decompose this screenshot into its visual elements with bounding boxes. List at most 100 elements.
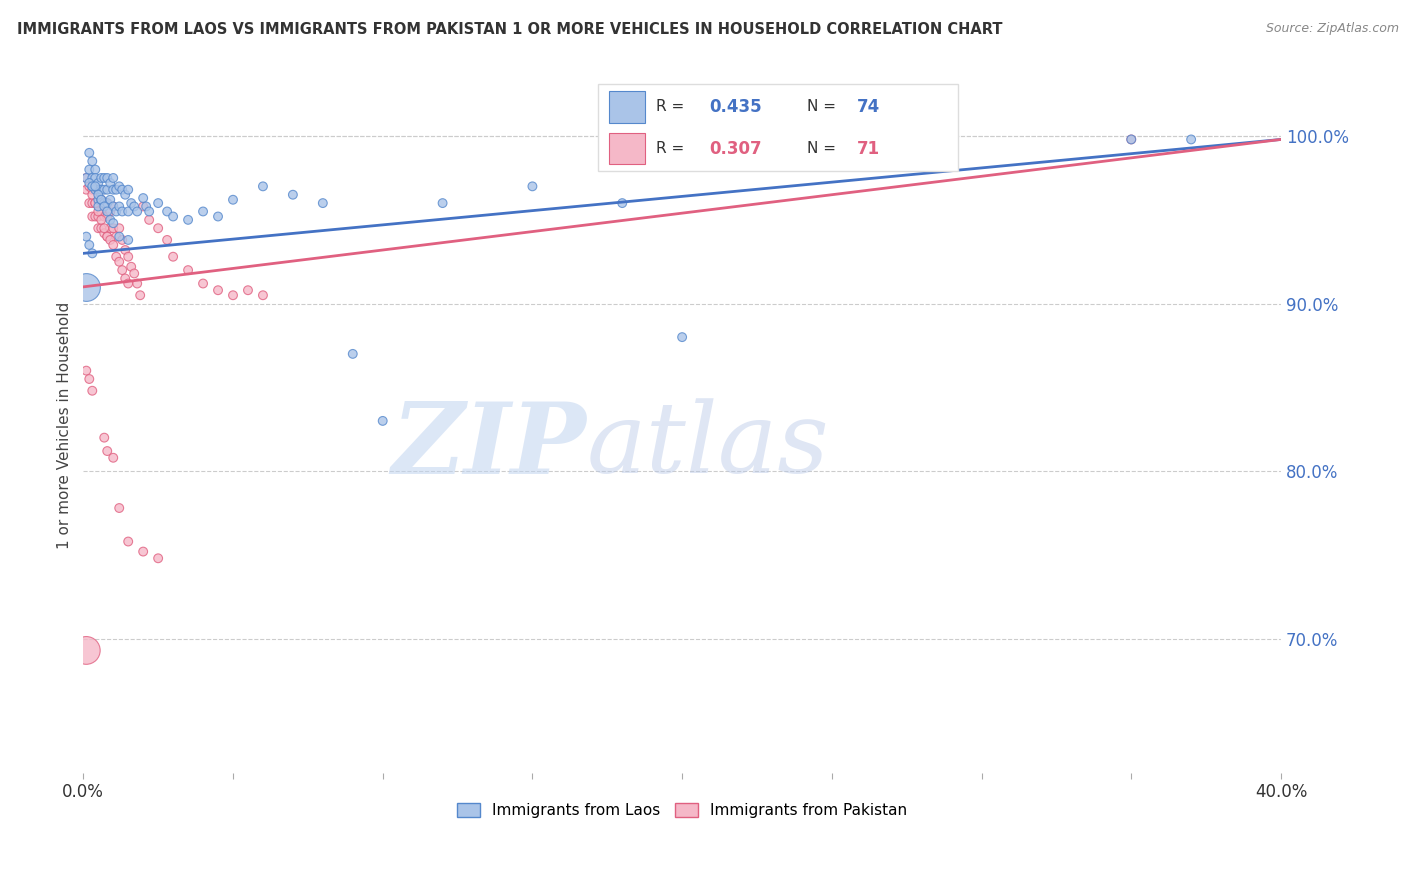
Point: [108, 229, 131, 244]
Point: [90, 221, 112, 235]
Point: [117, 183, 139, 197]
Point: [87, 183, 110, 197]
Point: [120, 260, 142, 274]
Point: [132, 199, 155, 213]
Point: [75, 229, 97, 244]
Point: [75, 643, 97, 657]
Point: [114, 271, 136, 285]
Point: [87, 199, 110, 213]
Text: IMMIGRANTS FROM LAOS VS IMMIGRANTS FROM PAKISTAN 1 OR MORE VEHICLES IN HOUSEHOLD: IMMIGRANTS FROM LAOS VS IMMIGRANTS FROM …: [17, 22, 1002, 37]
Point: [111, 183, 134, 197]
Point: [122, 267, 145, 281]
Point: [98, 204, 121, 219]
Point: [96, 229, 118, 244]
Point: [84, 183, 107, 197]
Point: [98, 221, 121, 235]
Point: [96, 183, 118, 197]
Point: [108, 199, 131, 213]
Y-axis label: 1 or more Vehicles in Household: 1 or more Vehicles in Household: [58, 301, 72, 549]
Point: [1180, 132, 1202, 146]
Point: [75, 171, 97, 186]
Point: [82, 246, 104, 260]
Point: [77, 179, 100, 194]
Point: [191, 204, 214, 219]
Point: [122, 199, 145, 213]
Point: [82, 210, 104, 224]
Point: [103, 221, 125, 235]
Point: [96, 196, 118, 211]
Text: Source: ZipAtlas.com: Source: ZipAtlas.com: [1265, 22, 1399, 36]
Point: [84, 183, 107, 197]
Point: [522, 179, 544, 194]
Point: [191, 277, 214, 291]
Point: [371, 414, 394, 428]
Point: [156, 204, 179, 219]
Point: [93, 199, 115, 213]
Point: [111, 204, 134, 219]
Point: [177, 263, 200, 277]
Point: [82, 179, 104, 194]
Point: [132, 191, 155, 205]
Point: [103, 199, 125, 213]
Point: [120, 196, 142, 211]
Point: [84, 171, 107, 186]
Point: [222, 193, 245, 207]
Point: [105, 250, 128, 264]
Text: ZIP: ZIP: [391, 398, 586, 494]
Point: [93, 221, 115, 235]
Point: [103, 199, 125, 213]
Point: [207, 283, 229, 297]
Point: [87, 210, 110, 224]
Point: [96, 204, 118, 219]
Point: [90, 183, 112, 197]
Point: [1121, 132, 1143, 146]
Legend: Immigrants from Laos, Immigrants from Pakistan: Immigrants from Laos, Immigrants from Pa…: [450, 797, 914, 824]
Point: [162, 250, 184, 264]
Point: [98, 176, 121, 190]
Point: [108, 501, 131, 516]
Point: [93, 431, 115, 445]
Point: [127, 277, 149, 291]
Point: [75, 183, 97, 197]
Point: [111, 233, 134, 247]
Point: [207, 210, 229, 224]
Point: [1121, 132, 1143, 146]
Point: [75, 171, 97, 186]
Point: [252, 179, 274, 194]
Point: [105, 204, 128, 219]
Point: [281, 187, 304, 202]
Point: [96, 196, 118, 211]
Point: [77, 238, 100, 252]
Point: [103, 450, 125, 465]
Point: [222, 288, 245, 302]
Point: [432, 196, 454, 211]
Point: [77, 162, 100, 177]
Point: [96, 229, 118, 244]
Point: [96, 210, 118, 224]
Point: [84, 196, 107, 211]
Point: [98, 193, 121, 207]
Point: [87, 187, 110, 202]
Point: [93, 171, 115, 186]
Point: [77, 145, 100, 160]
Point: [138, 212, 160, 227]
Point: [84, 196, 107, 211]
Point: [84, 179, 107, 194]
Point: [93, 196, 115, 211]
Point: [146, 196, 169, 211]
Point: [117, 233, 139, 247]
Point: [108, 254, 131, 268]
Point: [77, 372, 100, 386]
Point: [129, 288, 152, 302]
Point: [108, 179, 131, 194]
Point: [252, 288, 274, 302]
Point: [156, 233, 179, 247]
Point: [87, 204, 110, 219]
Point: [117, 534, 139, 549]
Point: [87, 196, 110, 211]
Point: [82, 187, 104, 202]
Point: [84, 210, 107, 224]
Point: [82, 183, 104, 197]
Point: [105, 183, 128, 197]
Point: [132, 544, 155, 558]
